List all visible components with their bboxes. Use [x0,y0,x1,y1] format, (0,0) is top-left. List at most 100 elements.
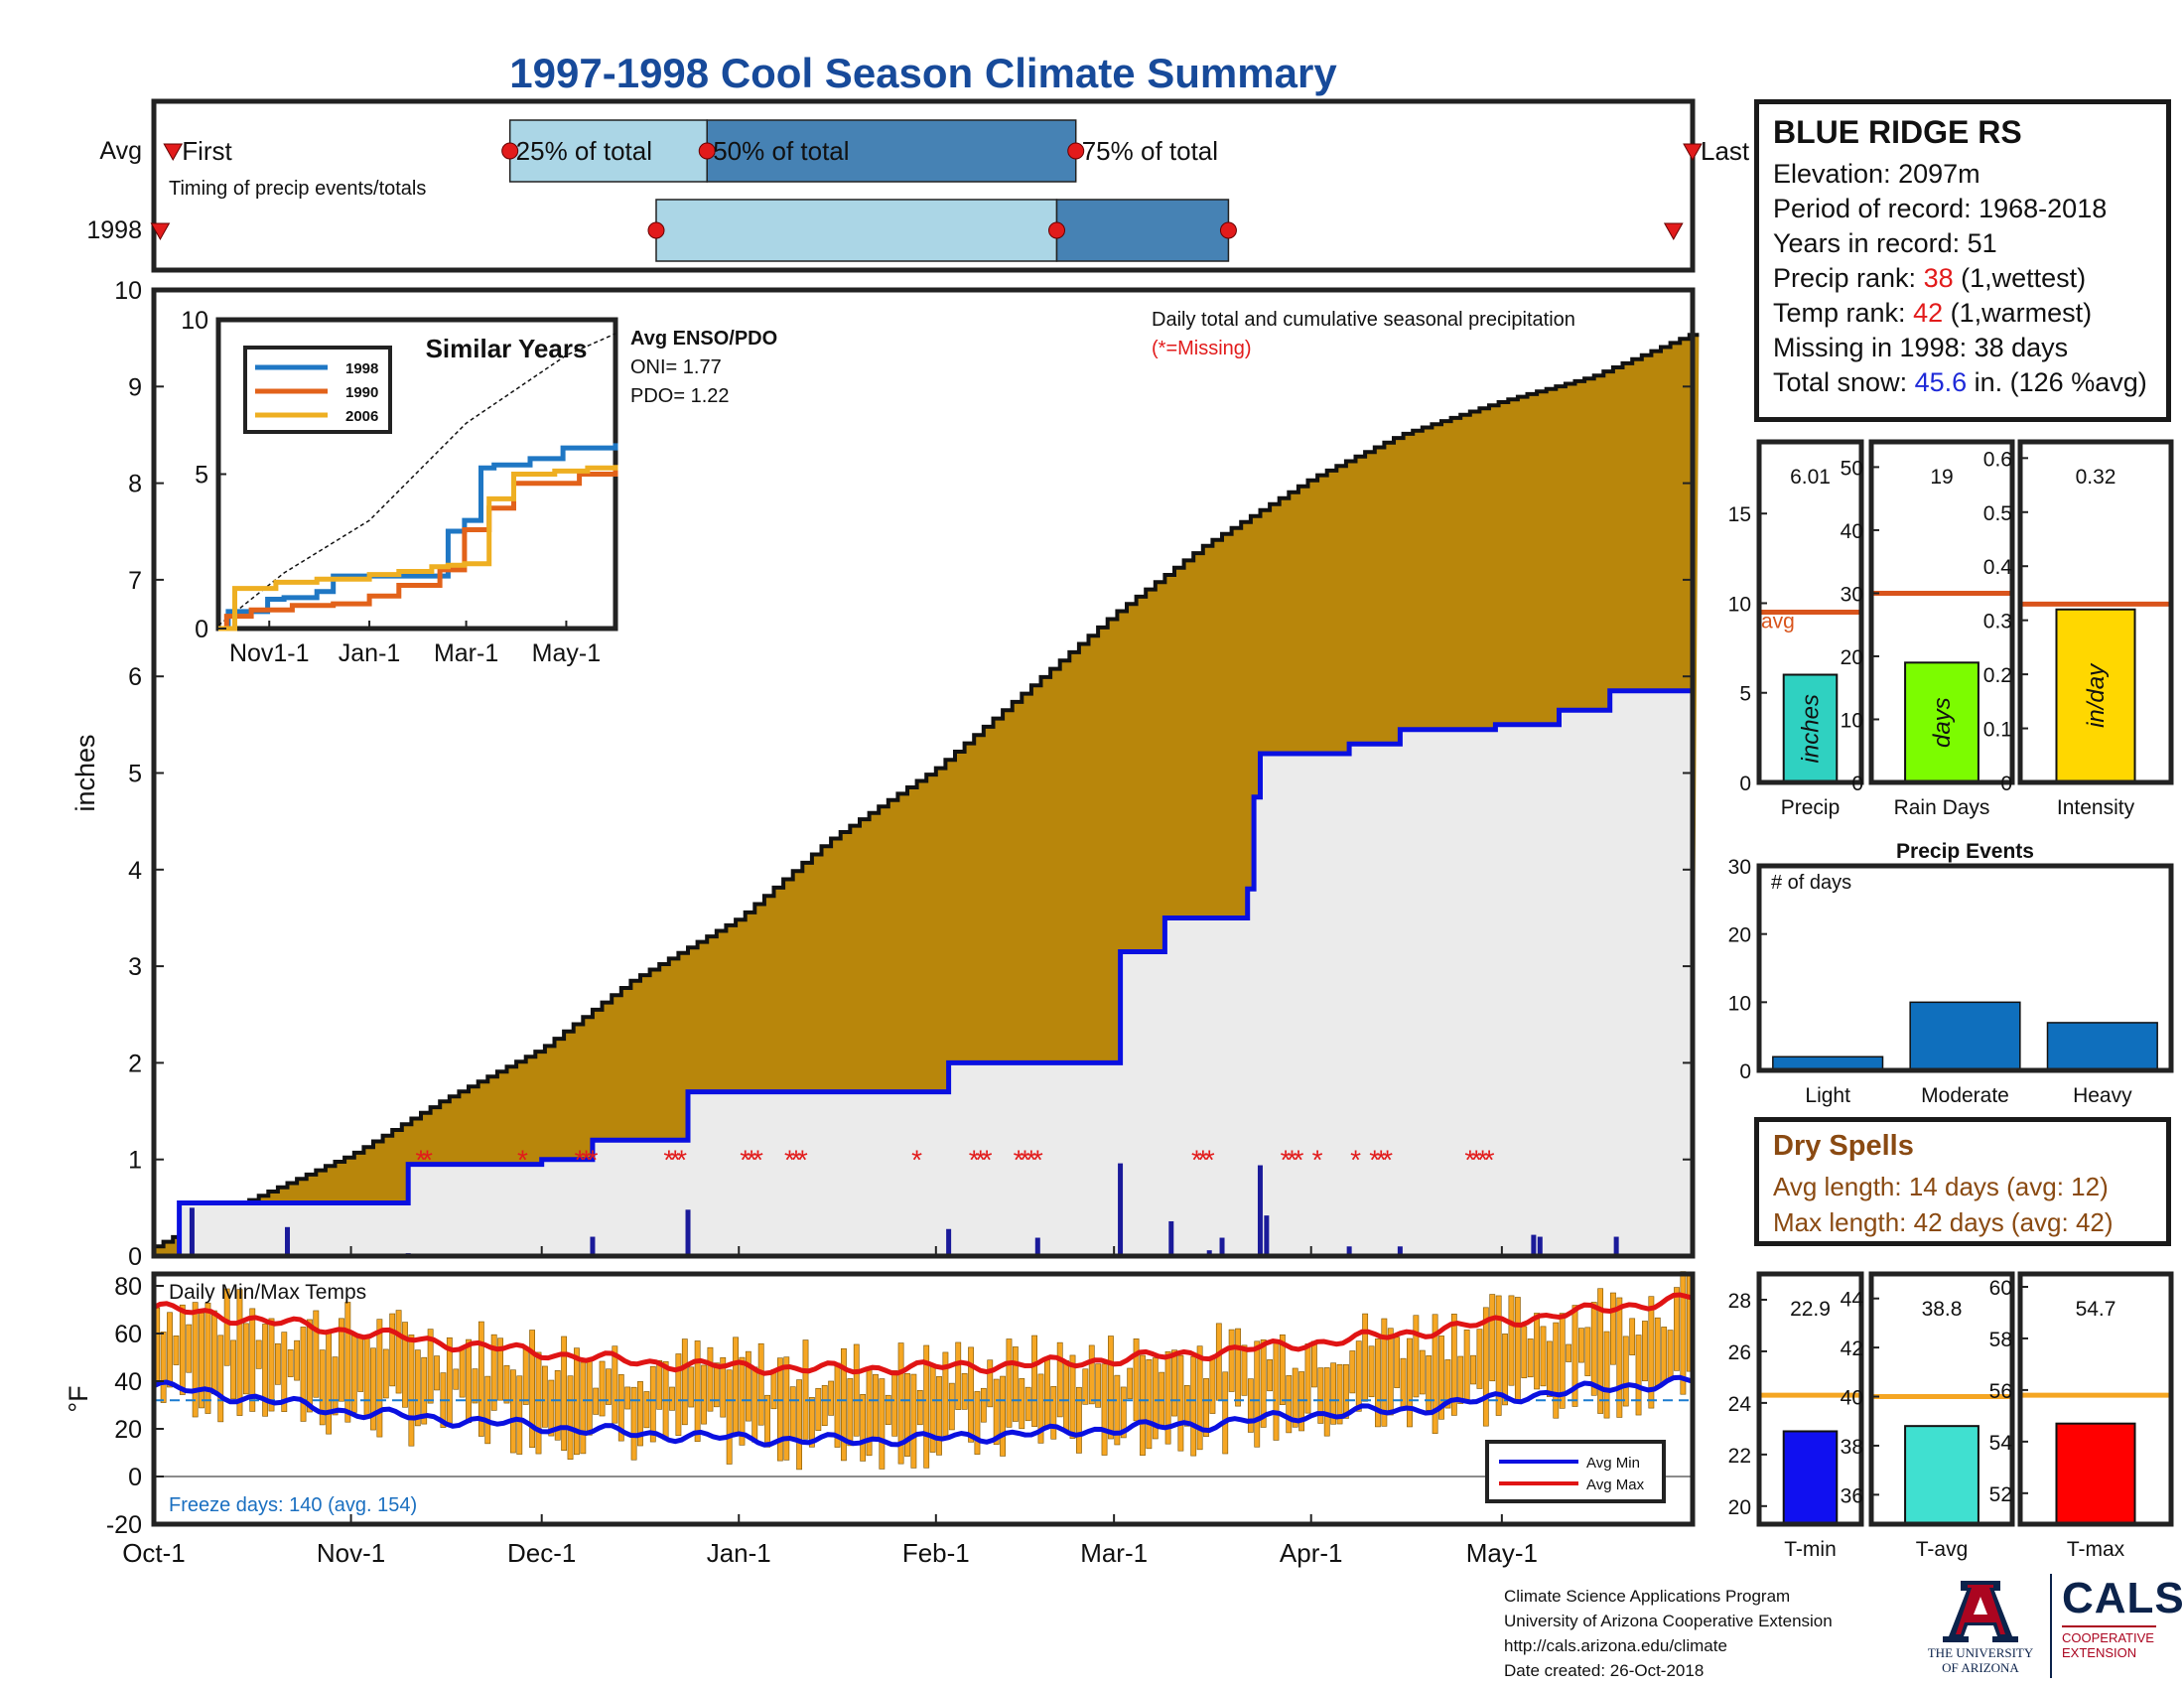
daily-temp-bar [1387,1328,1394,1416]
daily-temp-bar [643,1391,650,1429]
timing-label-25: 25% of total [516,136,652,166]
missing-marker: * [416,1145,427,1176]
daily-temp-bar [860,1393,867,1462]
credit-line-3[interactable]: http://cals.arizona.edu/climate [1504,1636,1727,1655]
event-category-label: Light [1805,1084,1850,1107]
timing-annotation: Timing of precip events/totals [169,178,426,200]
daily-temp-bar [1164,1350,1171,1445]
daily-temp-bar [821,1385,828,1427]
missing-marker: * [422,1145,433,1176]
daily-temp-bar [1286,1375,1293,1434]
enso-title: Avg ENSO/PDO [630,328,777,350]
daily-temp-bar [720,1356,727,1418]
daily-temp-bar [1241,1344,1248,1396]
daily-temp-bar [757,1342,764,1426]
daily-temp-bar [313,1310,320,1398]
daily-temp-bar [802,1339,809,1440]
daily-temp-bar [1553,1322,1560,1419]
daily-temp-bar [205,1302,211,1414]
daily-temp-bar [873,1373,879,1440]
precip-rank: Precip rank: 38 (1,wettest) [1773,261,2152,296]
daily-temp-bar [1031,1335,1037,1427]
temps-title: Daily Min/Max Temps [169,1281,366,1304]
main-ytick-label: 1 [128,1147,142,1175]
xtick-label: Apr-1 [1280,1538,1343,1568]
intensity-bar-xlabel: Intensity [2057,796,2135,819]
tavg-bar-ytick-label: 40 [1841,1387,1863,1410]
daily-temps-panel: -20 0 20 40 60 80 °F Daily Min/Max Temps Freeze … [64,1246,1696,1568]
daily-temp-bar [1407,1337,1413,1428]
daily-temp-bar [1330,1362,1337,1425]
daily-temp-bar [344,1302,351,1423]
inset-ytick-label: 5 [195,462,208,490]
missing-marker: * [676,1145,687,1176]
daily-temp-bar [1076,1386,1082,1454]
daily-temp-bar [509,1369,516,1454]
inset-xtick-label: Mar-1 [434,639,498,667]
daily-temp-bar [1069,1354,1076,1439]
daily-temp-bar [656,1359,663,1410]
daily-temp-bar [847,1378,854,1447]
tmin-bar-ytick-label: 24 [1728,1393,1752,1416]
daily-temp-bar [1495,1295,1502,1416]
daily-temp-bar [770,1369,777,1410]
daily-temp-bar [1489,1294,1496,1382]
tmin-bar-ytick-label: 28 [1728,1290,1751,1313]
daily-temp-bar [1298,1371,1304,1432]
daily-temp-bar [370,1347,376,1431]
missing-marker: * [1464,1145,1475,1176]
daily-temp-bar [1037,1373,1044,1444]
tmax-bar-ytick-label: 52 [1989,1483,2012,1506]
daily-temp-bar [376,1319,383,1438]
raindays-bar-ytick-label: 30 [1841,583,1863,606]
missing-marker: * [1025,1145,1036,1176]
daily-temp-bar [522,1347,529,1405]
missing-marker: * [581,1145,592,1176]
precip-bar-bar-text: inches [1798,694,1825,763]
daily-precip-bar [685,1209,691,1256]
raindays-bar-ytick-label: 20 [1841,646,1863,669]
intensity-bar-value-bar [2055,608,2136,783]
daily-temp-bar [1177,1354,1184,1452]
daily-temp-bar [968,1346,974,1443]
daily-temp-bar [274,1342,281,1385]
precip-events-panel: Light Moderate Heavy 0 10 20 30 Precip Events # … [1728,840,2174,1107]
missing-days: Missing in 1998: 38 days [1773,333,2069,362]
daily-temp-bar [223,1288,230,1366]
daily-temp-bar [1661,1327,1668,1385]
daily-temp-bar [879,1378,886,1470]
daily-temp-bar [1610,1292,1616,1365]
main-ytick-label: 7 [128,567,142,595]
daily-temp-bar [1444,1359,1451,1409]
daily-temp-bar [675,1353,682,1436]
temps-ytick-label: -20 [106,1511,142,1539]
daily-temp-bar [1235,1328,1241,1407]
daily-temp-bar [637,1381,643,1447]
daily-temp-bar [1534,1313,1540,1390]
daily-temp-bar [1571,1305,1578,1407]
intensity-bar-ytick-label: 0.3 [1983,611,2012,633]
station-years: Years in record: 51 [1773,228,1997,258]
missing-marker: * [1293,1145,1303,1176]
daily-temp-bar [1470,1354,1476,1385]
daily-temp-bar [1203,1378,1209,1437]
daily-precip-bar [1206,1250,1212,1256]
daily-temp-bar [593,1387,600,1415]
daily-precip-bar [1219,1237,1225,1256]
daily-temp-bar [503,1364,510,1404]
daily-temp-bar [916,1390,923,1426]
daily-temp-bar [1019,1378,1025,1430]
timing-triangle-y1998-1 [1663,222,1684,241]
missing-marker: * [1032,1145,1043,1176]
daily-temp-bar [217,1335,224,1423]
daily-temp-bar [1273,1339,1280,1441]
daily-precip-bar [189,1207,195,1256]
missing-marker: * [1014,1145,1024,1176]
intensity-bar-bar-text: in/day [2083,662,2110,728]
daily-temp-bar [904,1372,910,1457]
temp-rank: Temp rank: 42 (1,warmest) [1773,296,2152,331]
timing-label-last: Last [1701,136,1750,166]
daily-temp-bar [1000,1375,1006,1457]
daily-temp-bar [713,1362,720,1408]
daily-precip-bar [1531,1234,1537,1256]
